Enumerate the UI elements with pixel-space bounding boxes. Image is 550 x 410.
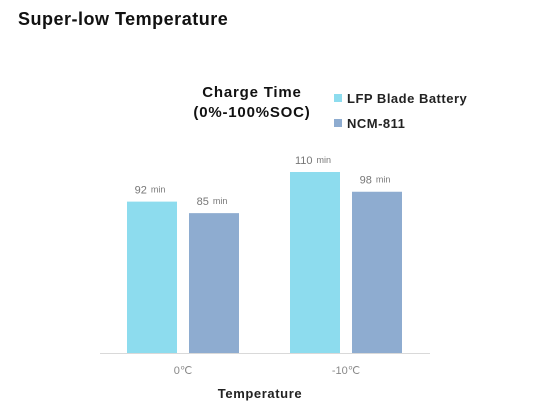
chart-title-group: Charge Time (0%-100%SOC) xyxy=(193,84,310,121)
bars xyxy=(127,172,402,353)
value-label-unit: min xyxy=(213,196,228,206)
bar-ncm-1 xyxy=(352,191,402,353)
value-label-number: 110 xyxy=(295,155,313,167)
x-axis-ticks: 0℃ -10℃ xyxy=(174,365,360,377)
legend: LFP Blade Battery NCM-811 xyxy=(334,91,468,131)
chart-subtitle: (0%-100%SOC) xyxy=(193,104,310,121)
page-heading: Super-low Temperature xyxy=(18,9,229,29)
bar-ncm-0 xyxy=(189,213,239,353)
value-label: 110 min xyxy=(295,155,331,167)
value-label-number: 92 xyxy=(135,185,147,197)
bar-lfp-0 xyxy=(127,201,177,353)
value-label: 85 min xyxy=(197,196,228,208)
chart-title: Charge Time xyxy=(202,84,301,101)
legend-swatch xyxy=(334,119,342,127)
value-label: 98 min xyxy=(360,175,391,187)
x-tick-label: 0℃ xyxy=(174,365,192,377)
legend-label: NCM-811 xyxy=(347,116,405,131)
legend-label: LFP Blade Battery xyxy=(347,91,468,106)
value-labels: 92 min 85 min 110 min 98 min xyxy=(135,155,391,208)
value-label-unit: min xyxy=(317,155,332,165)
value-label-number: 98 xyxy=(360,175,372,187)
value-label: 92 min xyxy=(135,185,166,197)
legend-swatch xyxy=(334,94,342,102)
value-label-number: 85 xyxy=(197,196,209,208)
x-axis-title: Temperature xyxy=(218,386,302,401)
x-tick-label: -10℃ xyxy=(332,365,360,377)
value-label-unit: min xyxy=(151,185,166,195)
value-label-unit: min xyxy=(376,175,391,185)
bar-lfp-1 xyxy=(290,172,340,353)
